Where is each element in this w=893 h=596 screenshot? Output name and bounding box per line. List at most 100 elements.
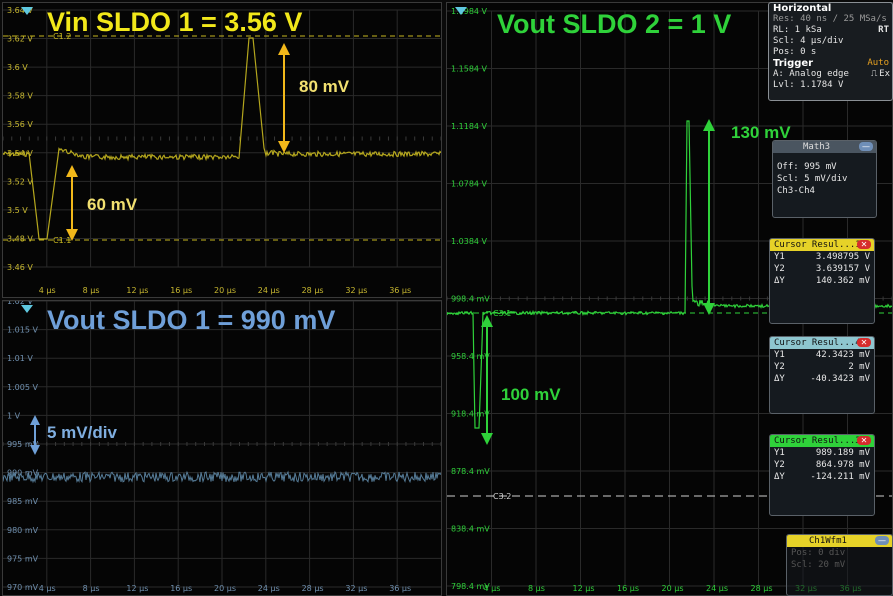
trigger-mode: A: Analog edge	[773, 69, 849, 79]
cursor4-y2-value: 2 mV	[848, 362, 870, 372]
y-tick-label: 1.0784 V	[451, 180, 488, 189]
y-tick-label: 3.62 V	[7, 35, 33, 44]
x-tick-label: 36 µs	[389, 584, 411, 593]
x-tick-label: 28 µs	[302, 584, 324, 593]
x-tick-label: 12 µs	[126, 286, 148, 295]
cursor1-dy-value: 140.362 mV	[815, 276, 870, 286]
y-tick-label: 838.4 mV	[451, 525, 490, 534]
vout2-arrow-130mv-head-down	[703, 303, 715, 315]
y-tick-label: 1.005 V	[7, 383, 38, 392]
cursor4-dy-label: ΔY	[774, 374, 785, 384]
cursor-results-3-header: Cursor Resul...3	[774, 436, 861, 446]
cursor-results-1-box[interactable]: Cursor Resul...1 ✕ Y1 3.498795 V Y2 3.6391…	[769, 238, 875, 324]
trigger-header: Trigger	[773, 58, 814, 69]
vout2-arrow-100mv-head-up	[481, 315, 493, 327]
cursor-results-3-box[interactable]: Cursor Resul...3 ✕ Y1 989.189 mV Y2 864.97…	[769, 434, 875, 516]
horizontal-rt-badge: RT	[878, 25, 889, 35]
cursor-results-4-header: Cursor Resul...4	[774, 338, 861, 348]
vin-title: Vin SLDO 1 = 3.56 V	[47, 7, 303, 37]
x-tick-label: 8 µs	[83, 286, 100, 295]
vout2-cursor-label-bottom: C3.2	[493, 492, 511, 501]
math3-offset: Off: 995 mV	[777, 162, 837, 172]
cursor-results-3-close-icon[interactable]: ✕	[857, 436, 871, 445]
vin-sldo1-panel[interactable]: 3.64 V 3.62 V 3.6 V 3.58 V 3.56 V 3.54 V 3.52 …	[2, 2, 442, 298]
vin-ann-80mv: 80 mV	[299, 77, 350, 96]
vin-waveform-plot: 3.64 V3.62 V3.6 V3.58 V3.56 V3.54 V3.52 …	[3, 6, 441, 295]
x-tick-label: 28 µs	[751, 584, 773, 593]
x-tick-label: 8 µs	[528, 584, 545, 593]
y-tick-label: 998.4 mV	[451, 295, 490, 304]
cursor-results-4-close-icon[interactable]: ✕	[857, 338, 871, 347]
vin-trace	[3, 37, 441, 240]
vout1-waveform-plot: 1.02 V 1.015 V 1.01 V 1.005 V 1 V 995 mV 990 m…	[3, 301, 441, 593]
y-tick-label: 3.48 V	[7, 234, 33, 243]
y-tick-label: 985 mV	[7, 497, 39, 506]
trigger-marker-icon	[455, 7, 467, 15]
x-tick-label: 24 µs	[258, 584, 280, 593]
x-tick-label: 16 µs	[617, 584, 639, 593]
horizontal-res: Res: 40 ns / 25 MSa/s	[773, 14, 887, 24]
y-tick-label: 1.1984 V	[451, 7, 488, 16]
y-tick-label: 975 mV	[7, 554, 39, 563]
x-tick-label: 16 µs	[170, 286, 192, 295]
vin-arrow-60mv-head-down	[66, 229, 78, 241]
horizontal-scl: Scl: 4 µs/div	[773, 36, 844, 46]
horizontal-rl: RL: 1 kSa	[773, 25, 822, 35]
cursor3-dy-value: -124.211 mV	[810, 472, 870, 482]
trigger-ex: Ex	[879, 69, 890, 79]
math3-box[interactable]: Math3 — Off: 995 mV Scl: 5 mV/div Ch3-Ch…	[772, 140, 877, 218]
vout2-arrow-130mv-head-up	[703, 119, 715, 131]
ch1wfm1-scl: Scl: 20 mV	[791, 560, 846, 570]
x-tick-label: 16 µs	[170, 584, 192, 593]
y-tick-label: 3.64 V	[7, 6, 33, 15]
cursor-results-4-box[interactable]: Cursor Resul...4 ✕ Y1 42.3423 mV Y2 2 mV Δ…	[769, 336, 875, 414]
y-tick-label: 958.4 mV	[451, 352, 490, 361]
cursor3-y2-value: 864.978 mV	[815, 460, 870, 470]
vout1-title: Vout SLDO 1 = 990 mV	[47, 305, 336, 335]
x-tick-label: 32 µs	[345, 584, 367, 593]
rising-edge-icon: ⎍	[871, 69, 878, 79]
horizontal-trigger-box[interactable]: Horizontal Res: 40 ns / 25 MSa/s RL: 1 k…	[768, 2, 893, 101]
vin-arrow-80mv-head-down	[278, 141, 290, 153]
ch1wfm1-box[interactable]: Ch1Wfm1 — Pos: 0 div Scl: 20 mV	[786, 534, 893, 596]
horizontal-header: Horizontal	[773, 3, 832, 14]
cursor3-y1-value: 989.189 mV	[815, 448, 870, 458]
x-tick-label: 24 µs	[706, 584, 728, 593]
vout1-scale-arrow-down	[30, 445, 40, 455]
y-tick-label: 1.1184 V	[451, 122, 488, 131]
x-tick-label: 4 µs	[39, 584, 56, 593]
vout1-trace	[3, 470, 441, 484]
ch1wfm1-collapse-icon[interactable]: —	[875, 536, 889, 545]
y-tick-label: 3.58 V	[7, 92, 33, 101]
x-tick-label: 20 µs	[214, 286, 236, 295]
x-tick-label: 4 µs	[39, 286, 56, 295]
y-tick-label: 1.0384 V	[451, 237, 488, 246]
vout-sldo1-panel[interactable]: 1.02 V 1.015 V 1.01 V 1.005 V 1 V 995 mV 990 m…	[2, 300, 442, 596]
cursor1-y1-value: 3.498795 V	[815, 252, 870, 262]
x-tick-label: 8 µs	[83, 584, 100, 593]
trigger-level: Lvl: 1.1784 V	[773, 80, 844, 90]
cursor1-y1-label: Y1	[774, 252, 785, 262]
cursor4-y1-label: Y1	[774, 350, 785, 360]
vout1-scale-arrow-up	[30, 415, 40, 425]
cursor3-y2-label: Y2	[774, 460, 785, 470]
horizontal-pos: Pos: 0 s	[773, 47, 817, 57]
math3-collapse-icon[interactable]: —	[859, 142, 873, 151]
cursor4-y2-label: Y2	[774, 362, 785, 372]
math3-header: Math3	[803, 142, 831, 152]
y-tick-label: 918.4 mV	[451, 410, 490, 419]
ch1wfm1-pos: Pos: 0 div	[791, 548, 846, 558]
y-tick-label: 1.015 V	[7, 326, 38, 335]
cursor-results-1-header: Cursor Resul...1	[774, 240, 861, 250]
vin-cursor-label-bottom: C1.1	[53, 236, 71, 245]
vin-arrow-80mv-head-up	[278, 43, 290, 55]
x-tick-label: 20 µs	[662, 584, 684, 593]
vout2-title: Vout SLDO 2 = 1 V	[497, 9, 732, 39]
cursor4-dy-value: -40.3423 mV	[810, 374, 870, 384]
x-tick-label: 32 µs	[345, 286, 367, 295]
x-tick-label: 24 µs	[258, 286, 280, 295]
trigger-auto: Auto	[867, 58, 889, 68]
cursor-results-1-close-icon[interactable]: ✕	[857, 240, 871, 249]
vout1-ann-5mvdiv: 5 mV/div	[47, 423, 117, 442]
x-tick-label: 36 µs	[389, 286, 411, 295]
